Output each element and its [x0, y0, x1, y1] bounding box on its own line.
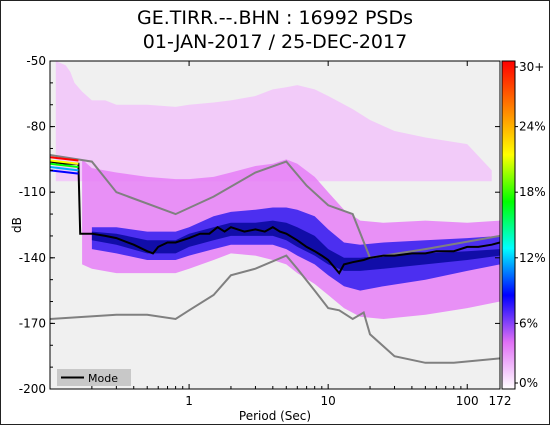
- outlier-cloud: [55, 61, 492, 182]
- x-tick-label: 172: [489, 394, 512, 408]
- colorbar-tick-label: 24%: [519, 120, 546, 134]
- nlnm-line: [50, 254, 500, 364]
- legend-mode-label: Mode: [88, 372, 118, 385]
- x-tick-label: 100: [456, 394, 479, 408]
- x-axis-label: Period (Sec): [239, 409, 311, 423]
- short-period-strip-4: [50, 169, 79, 175]
- y-tick-label: -80: [26, 120, 46, 134]
- mode-line: [50, 160, 500, 275]
- short-period-strip-2: [50, 162, 79, 169]
- short-period-strip-0: [50, 156, 79, 162]
- colorbar-tick-label: 30+: [519, 60, 544, 74]
- y-tick-label: -200: [19, 382, 46, 396]
- colorbar-tick-label: 6%: [519, 316, 538, 330]
- y-axis-label: dB: [10, 217, 24, 233]
- mode-line-layer: [50, 160, 500, 275]
- short-period-saturation-layer: [50, 156, 79, 175]
- density-band-2: [91, 207, 500, 291]
- short-period-strip-1: [50, 159, 79, 165]
- colorbar-tick-label: 12%: [519, 251, 546, 265]
- colorbar: 0% 6% 12% 18% 24% 30+: [501, 60, 546, 390]
- y-tick-label: -170: [19, 316, 46, 330]
- colorbar-tick-label: 18%: [519, 185, 546, 199]
- chart-title-line-2: 01-JAN-2017 / 25-DEC-2017: [142, 31, 408, 53]
- colorbar-tick-label: 0%: [519, 376, 538, 390]
- y-tick-label: -50: [26, 54, 46, 68]
- plot-border: [49, 60, 501, 390]
- legend-box[interactable]: Mode: [57, 369, 131, 386]
- chart-title-line-1: GE.TIRR.--.BHN : 16992 PSDs: [136, 7, 414, 29]
- y-tick-label: -140: [19, 251, 46, 265]
- outlier-density-layer: [55, 61, 492, 182]
- axes-layer: -50 -80 -110 -140 -170 -200 1 10 100 172 Period (S…: [10, 54, 511, 423]
- colorbar-gradient: [501, 60, 516, 390]
- x-tick-label: 10: [321, 394, 336, 408]
- x-tick-label: 1: [185, 394, 193, 408]
- short-period-strip-3: [50, 166, 79, 172]
- psd-density-layer: [82, 159, 500, 319]
- density-band-3: [91, 220, 500, 271]
- y-tick-label: -110: [19, 185, 46, 199]
